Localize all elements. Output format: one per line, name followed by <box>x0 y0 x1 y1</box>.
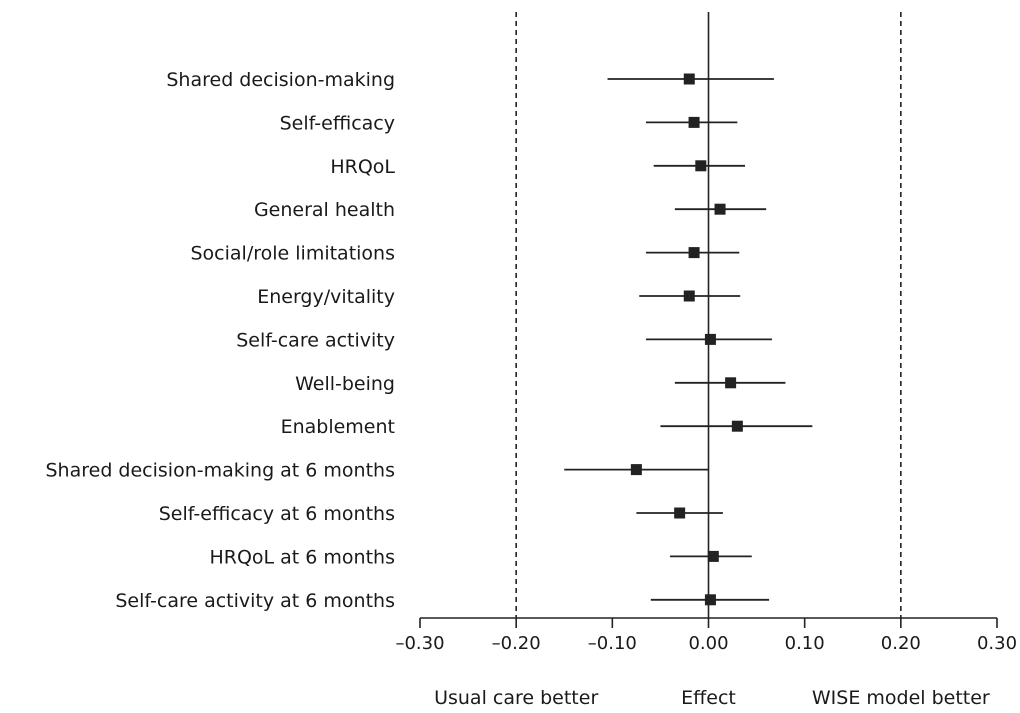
estimate-marker <box>674 507 686 519</box>
category-label: HRQoL at 6 months <box>209 546 395 568</box>
estimate-marker <box>695 160 707 172</box>
x-annotation: Usual care better <box>434 687 598 709</box>
estimate-marker <box>714 203 726 215</box>
category-label: Self-efficacy at 6 months <box>159 503 395 525</box>
category-label: Social/role limitations <box>191 243 396 265</box>
estimate-marker <box>688 116 700 128</box>
category-label: Energy/vitality <box>257 286 395 308</box>
category-label: Shared decision-making at 6 months <box>45 460 395 482</box>
category-label: Enablement <box>281 416 395 438</box>
point-estimates <box>630 73 743 606</box>
x-tick-label: –0.20 <box>492 633 541 654</box>
estimate-marker <box>731 420 743 432</box>
estimate-marker <box>725 377 737 389</box>
category-label: Shared decision-making <box>166 69 395 91</box>
category-label: HRQoL <box>330 156 395 178</box>
estimate-marker <box>683 290 695 302</box>
estimate-marker <box>630 464 642 476</box>
category-labels: Shared decision-making Self-efficacy HRQoL… <box>45 69 395 612</box>
x-tick-label: 0.10 <box>785 633 825 654</box>
category-label: General health <box>254 199 395 221</box>
estimate-marker <box>683 73 695 85</box>
x-tick-label: –0.30 <box>395 633 444 654</box>
category-label: Well-being <box>295 373 395 395</box>
x-annotation: Effect <box>681 687 736 709</box>
category-label: Self-care activity <box>236 329 395 351</box>
category-label: Self-care activity at 6 months <box>115 590 395 612</box>
x-tick-label: 0.20 <box>881 633 921 654</box>
x-annotation: WISE model better <box>812 687 990 709</box>
reference-lines <box>515 12 902 618</box>
estimate-marker <box>688 247 700 259</box>
estimate-marker <box>707 550 719 562</box>
confidence-intervals <box>564 78 813 601</box>
x-annotations: Usual care better Effect WISE model better <box>434 687 990 709</box>
x-tick-label: 0.30 <box>977 633 1017 654</box>
x-axis: –0.30 –0.20 –0.10 0.00 0.10 0.20 0.30 <box>395 617 1017 654</box>
estimate-marker <box>704 594 716 606</box>
category-label: Self-efficacy <box>280 112 395 134</box>
x-tick-label: –0.10 <box>588 633 637 654</box>
x-tick-label: 0.00 <box>688 633 728 654</box>
estimate-marker <box>704 333 716 345</box>
